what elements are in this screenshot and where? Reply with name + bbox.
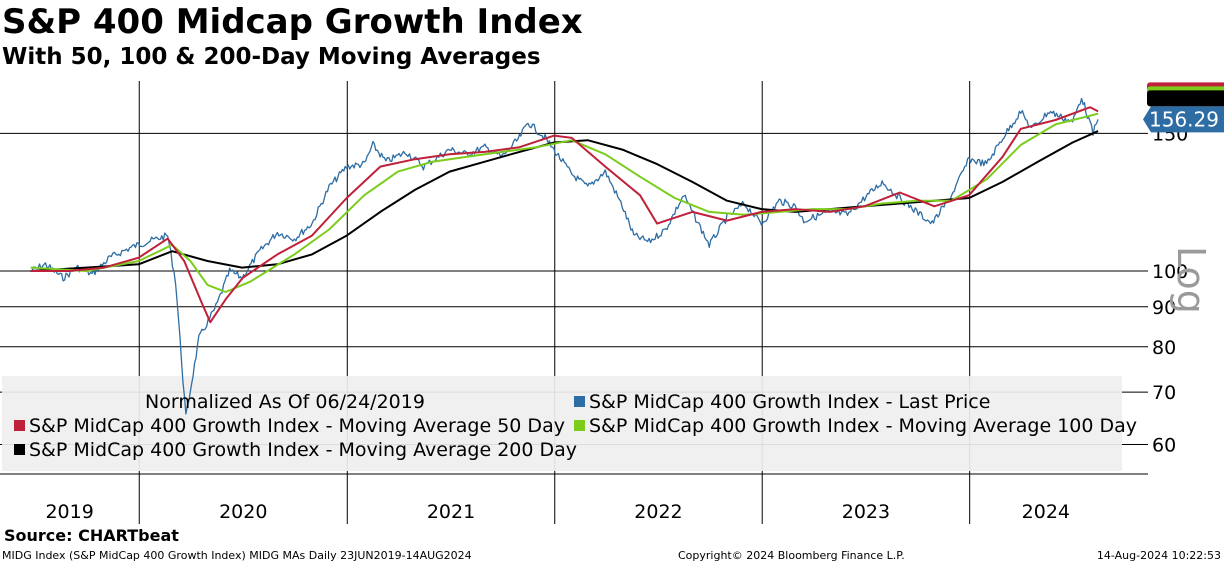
y-tick-label: 80 <box>1152 337 1176 359</box>
stacked-tag-ma200 <box>1147 90 1224 107</box>
legend-label-ma100: S&P MidCap 400 Growth Index - Moving Ave… <box>589 415 1137 437</box>
legend-swatch-last_price <box>574 396 585 407</box>
legend-label-last_price: S&P MidCap 400 Growth Index - Last Price <box>589 391 990 413</box>
x-tick-label: 2021 <box>427 501 475 523</box>
last-price-value: 156.29 <box>1149 107 1219 131</box>
legend-swatch-ma200 <box>14 444 25 455</box>
series-line-ma50 <box>30 106 1099 324</box>
x-tick-label: 2023 <box>842 501 890 523</box>
footer-timestamp: 14-Aug-2024 10:22:53 <box>1096 549 1221 562</box>
last-price-tag <box>1143 106 1224 133</box>
legend-note: Normalized As Of 06/24/2019 <box>145 391 425 413</box>
x-tick-label: 2022 <box>634 501 682 523</box>
x-tick-label: 2020 <box>219 501 267 523</box>
x-tick-label: 2019 <box>45 501 93 523</box>
legend-background <box>2 376 1122 471</box>
legend-box <box>2 376 1122 471</box>
footer-copyright: Copyright© 2024 Bloomberg Finance L.P. <box>678 549 905 562</box>
y-tick-label: 70 <box>1152 382 1176 404</box>
chart-subtitle: With 50, 100 & 200-Day Moving Averages <box>2 44 541 70</box>
y-tick-label: 100 <box>1152 261 1188 283</box>
legend: Normalized As Of 06/24/2019 S&P MidCap 40… <box>14 391 1137 461</box>
footer-ticker-info: MIDG Index (S&P MidCap 400 Growth Index)… <box>2 549 472 562</box>
y-tick-label: 90 <box>1152 297 1176 319</box>
series-layer <box>30 97 1099 415</box>
source-line: Source: CHARTbeat <box>4 526 179 545</box>
chart-title: S&P 400 Midcap Growth Index <box>2 2 583 42</box>
legend-swatch-ma50 <box>14 420 25 431</box>
y-axis-scale-label: Log <box>1169 246 1213 314</box>
legend-label-ma50: S&P MidCap 400 Growth Index - Moving Ave… <box>29 415 565 437</box>
x-tick-label: 2024 <box>1022 501 1070 523</box>
legend-swatch-ma100 <box>574 420 585 431</box>
legend-label-ma200: S&P MidCap 400 Growth Index - Moving Ave… <box>29 439 577 461</box>
series-line-ma100 <box>30 112 1099 293</box>
y-tick-label: 60 <box>1152 434 1176 456</box>
